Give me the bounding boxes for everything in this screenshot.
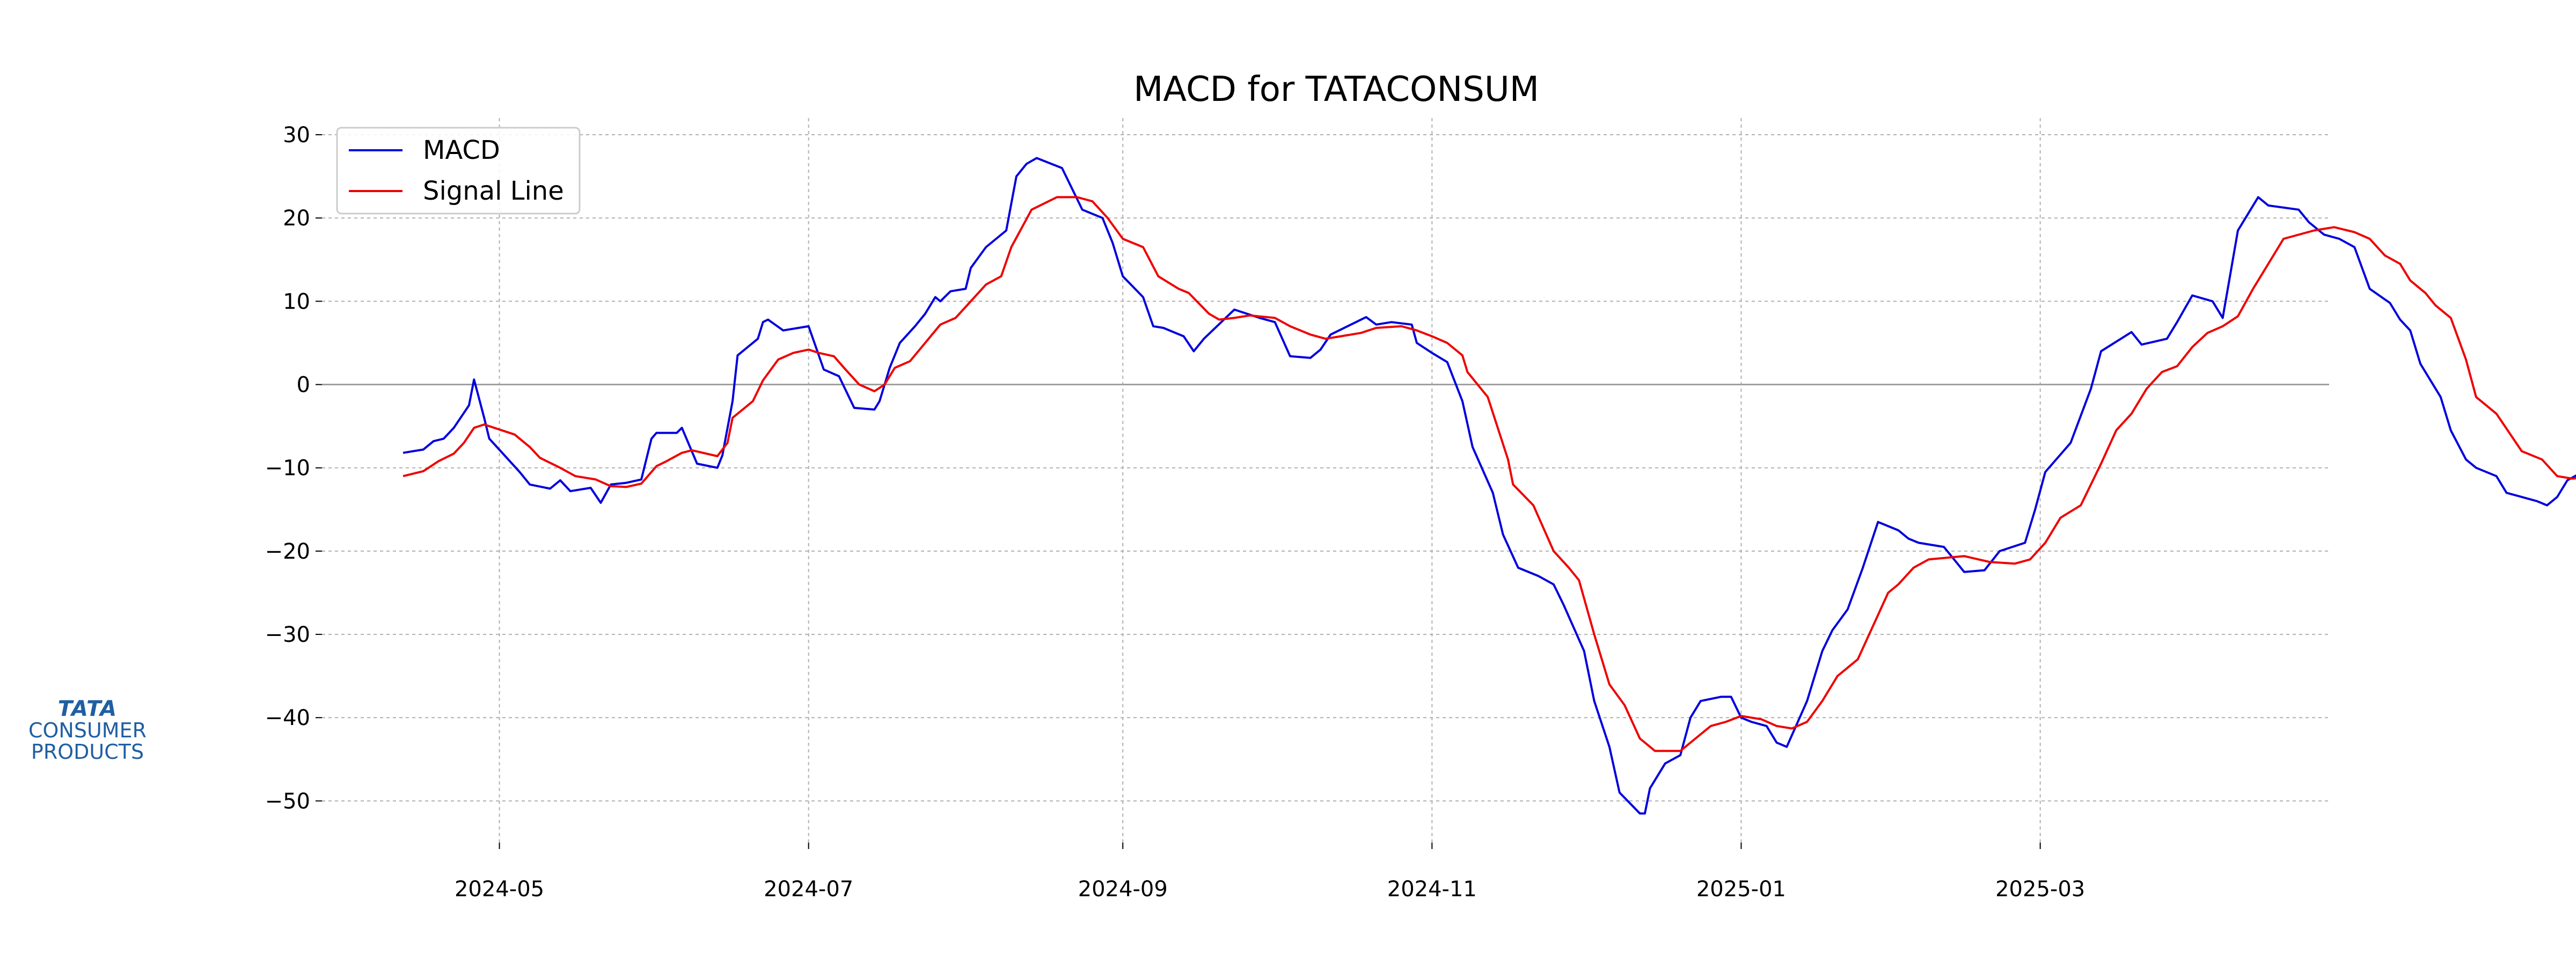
y-tick-label: −20 — [265, 539, 310, 564]
y-tick-label: −50 — [265, 789, 310, 814]
x-tick-label: 2025-03 — [1995, 877, 2085, 902]
y-tick-label: −30 — [265, 623, 310, 647]
y-axis-ticks: 30 20 10 0 −10 −20 −30 −40 −50 — [265, 123, 322, 814]
x-tick-label: 2024-11 — [1387, 877, 1477, 902]
x-tick-label: 2024-07 — [764, 877, 853, 902]
y-tick-label: −40 — [265, 706, 310, 730]
logo-line-1: TATA — [57, 697, 118, 721]
y-tick-label: 30 — [283, 123, 310, 148]
y-tick-label: 10 — [283, 289, 310, 314]
legend: MACD Signal Line — [336, 127, 581, 215]
x-tick-label: 2024-09 — [1078, 877, 1168, 902]
y-tick-label: −10 — [265, 456, 310, 481]
y-tick-label: 20 — [283, 206, 310, 231]
tata-consumer-logo: TATA CONSUMER PRODUCTS — [20, 698, 155, 763]
series-line-macd — [402, 157, 2576, 815]
legend-signal-label: Signal Line — [423, 176, 564, 206]
series-lines — [402, 157, 2576, 815]
legend-macd-label: MACD — [423, 135, 500, 165]
grid-lines — [322, 118, 2329, 843]
x-tick-label: 2024-05 — [455, 877, 544, 902]
logo-line-2: CONSUMER — [28, 719, 147, 742]
x-tick-label: 2025-01 — [1696, 877, 1786, 902]
series-line-signal-line — [402, 196, 2576, 752]
x-axis-ticks: 2024-05 2024-07 2024-09 2024-11 2025-01 2025-… — [455, 843, 2085, 902]
y-tick-label: 0 — [297, 373, 310, 398]
chart-title: MACD for TATACONSUM — [1133, 70, 1539, 109]
logo-line-3: PRODUCTS — [31, 740, 144, 764]
